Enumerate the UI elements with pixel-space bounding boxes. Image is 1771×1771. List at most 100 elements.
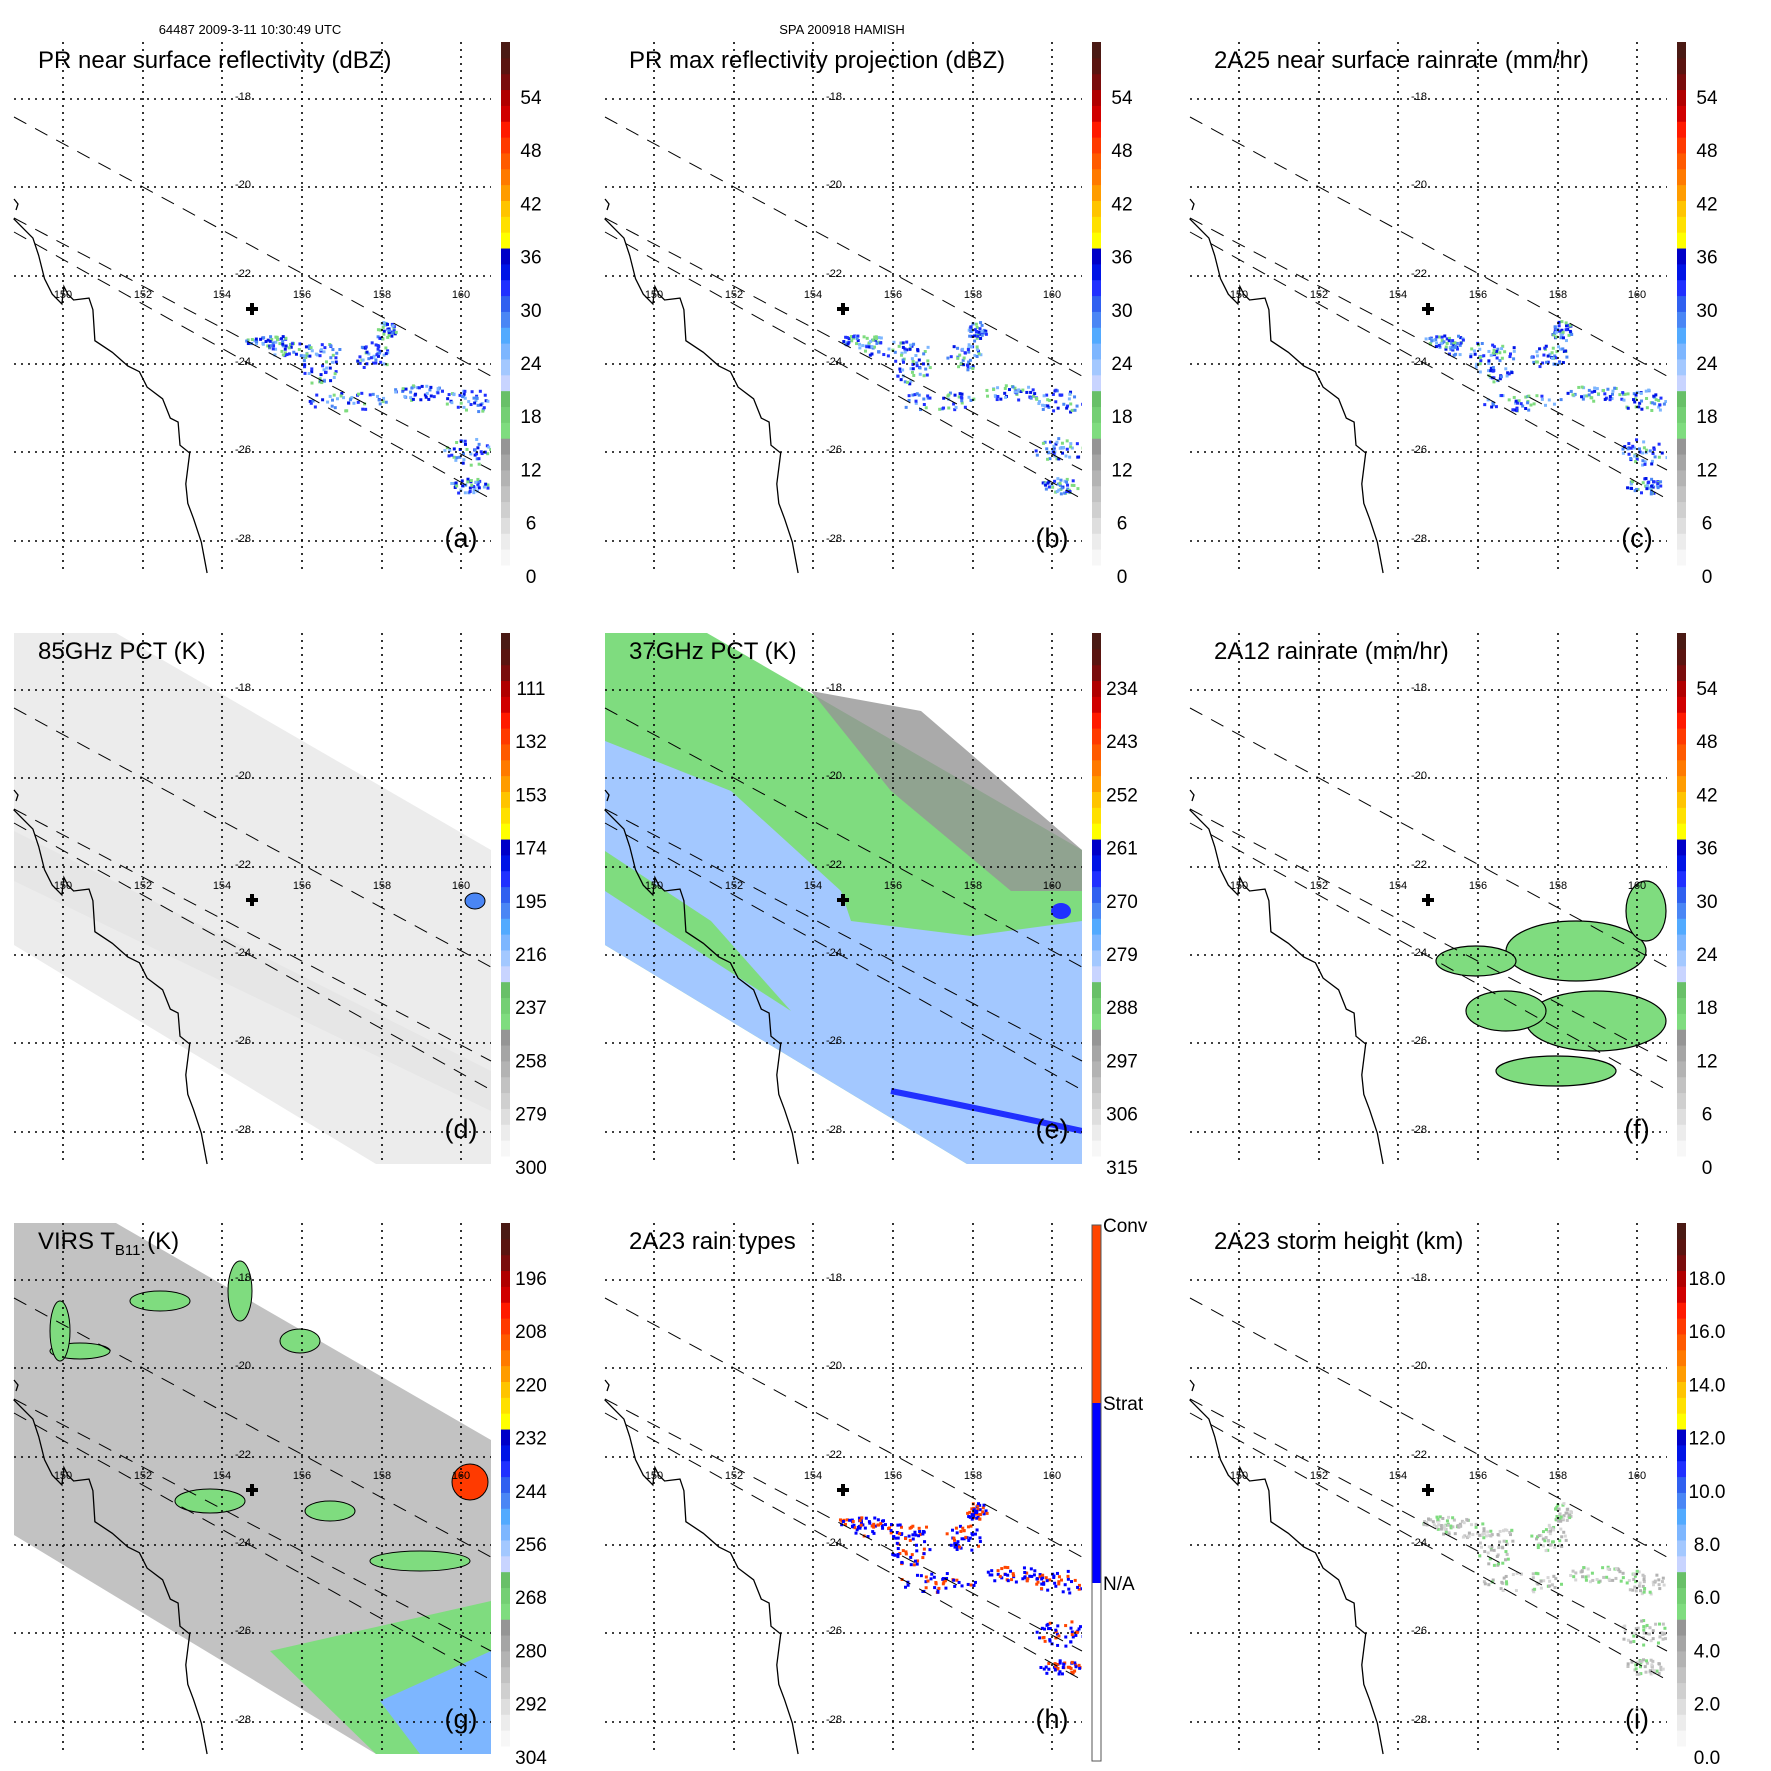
latitude-label: -24 <box>1411 1537 1427 1549</box>
coastline-island <box>1189 198 1195 211</box>
colorbar-tick-label: 270 <box>1106 892 1138 913</box>
latitude-label: -24 <box>826 356 842 368</box>
pr-swath-edge <box>13 1297 492 1558</box>
panel-title: 85GHz PCT (K) <box>38 638 206 665</box>
panel-title: PR max reflectivity projection (dBZ) <box>629 47 1005 74</box>
colorbar-tick-label: 30 <box>520 301 541 322</box>
panel-grid: 150 152 154 156 158 160 -18 -20 -22 -24 -26 -28 PR n… <box>13 42 1726 1769</box>
data-field <box>1435 880 1667 1087</box>
colorbar-tick-label: 36 <box>520 248 541 269</box>
latitude-label: -20 <box>1411 770 1427 782</box>
colorbar-tick-label: 48 <box>1696 732 1717 753</box>
colorbar-tick-label: 12 <box>1696 460 1717 481</box>
latitude-label: -26 <box>826 444 842 456</box>
colorbar-tick-label: 111 <box>517 679 546 700</box>
longitude-label: 156 <box>1469 1470 1487 1482</box>
colorbar-tick-label: 237 <box>515 998 547 1019</box>
map-panel-a: 150 152 154 156 158 160 -18 -20 -22 -24 -26 -28 PR n… <box>13 42 542 588</box>
colorbar-tick-label: 48 <box>1111 141 1132 162</box>
latitude-label: -28 <box>235 533 251 545</box>
storm-center-cross-icon <box>837 1484 849 1496</box>
colorbar-tick-label: 244 <box>515 1482 547 1503</box>
colorbar-tick-label: 12 <box>520 460 541 481</box>
latitude-label: -28 <box>826 1714 842 1726</box>
pr-swath-edge <box>13 231 492 500</box>
colorbar-tick-label: 36 <box>1696 248 1717 269</box>
longitude-label: 154 <box>1389 880 1407 892</box>
colorbar-tick-label: 6 <box>1117 514 1128 535</box>
colorbar-tick-label: 18.0 <box>1689 1269 1726 1290</box>
pr-swath-edge <box>604 707 1083 968</box>
coastline-island <box>1189 789 1195 802</box>
storm-center-cross-icon <box>1422 894 1434 906</box>
colorbar: 196 208 220 232 244 256 268 280 292 304 <box>501 1223 547 1769</box>
coastline-island <box>13 789 19 802</box>
colorbar-label: Conv <box>1103 1216 1148 1237</box>
latitude-label: -28 <box>235 1124 251 1136</box>
colorbar-tick-label: 30 <box>1696 892 1717 913</box>
longitude-label: 156 <box>1469 880 1487 892</box>
panel-title: 2A23 rain types <box>629 1228 796 1255</box>
latitude-label: -20 <box>826 770 842 782</box>
colorbar-tick-label: 24 <box>1111 354 1133 375</box>
longitude-label: 152 <box>1310 289 1328 301</box>
longitude-label: 160 <box>1043 289 1061 301</box>
latitude-label: -24 <box>1411 947 1427 959</box>
panel-letter: (h) <box>1036 1704 1069 1734</box>
longitude-label: 158 <box>964 289 982 301</box>
storm-center-cross-icon <box>246 1484 258 1496</box>
longitude-label: 156 <box>1469 289 1487 301</box>
longitude-label: 158 <box>373 880 391 892</box>
coastline-island <box>13 1379 19 1392</box>
latitude-label: -26 <box>1411 444 1427 456</box>
panel-letter: (g) <box>445 1704 478 1734</box>
longitude-label: 154 <box>213 880 231 892</box>
data-field <box>1422 1502 1667 1676</box>
colorbar-tick-label: 0.0 <box>1694 1748 1720 1769</box>
longitude-label: 160 <box>452 289 470 301</box>
map-panel-d: 150 152 154 156 158 160 -18 -20 -22 -24 -26 -28 85GH… <box>13 633 547 1179</box>
longitude-label: 160 <box>452 1470 470 1482</box>
panel-letter: (f) <box>1624 1114 1649 1144</box>
longitude-label: 156 <box>293 1470 311 1482</box>
latitude-label: -24 <box>235 356 251 368</box>
panel-title: VIRS TB11 (K) <box>38 1228 179 1259</box>
coastline-island <box>1189 1379 1195 1392</box>
coastline <box>13 218 208 574</box>
coastline <box>1189 218 1384 574</box>
colorbar-tick-label: 2.0 <box>1694 1695 1720 1716</box>
latitude-label: -22 <box>235 859 251 871</box>
colorbar-tick-label: 6 <box>526 514 537 535</box>
pr-swath-edge <box>1189 217 1668 471</box>
storm-center-cross-icon <box>1422 1484 1434 1496</box>
colorbar-tick-label: 288 <box>1106 998 1138 1019</box>
pr-swath-edge <box>604 808 1083 1062</box>
colorbar-tick-label: 24 <box>1696 945 1718 966</box>
colorbar-tick-label: 196 <box>515 1269 547 1290</box>
pr-swath-edge <box>604 217 1083 471</box>
longitude-label: 158 <box>1549 880 1567 892</box>
longitude-label: 150 <box>54 289 72 301</box>
colorbar: 54 48 42 36 30 24 18 12 6 0 <box>1677 42 1718 588</box>
longitude-label: 158 <box>373 289 391 301</box>
panel-letter: (i) <box>1625 1704 1649 1734</box>
colorbar-tick-label: 6 <box>1702 514 1713 535</box>
colorbar-tick-label: 18 <box>1111 407 1132 428</box>
latitude-label: -28 <box>1411 1124 1427 1136</box>
colorbar-tick-label: 0 <box>1117 567 1128 588</box>
panel-title: 37GHz PCT (K) <box>629 638 797 665</box>
longitude-label: 158 <box>373 1470 391 1482</box>
colorbar-tick-label: 18 <box>520 407 541 428</box>
longitude-label: 150 <box>645 880 663 892</box>
latitude-label: -26 <box>235 444 251 456</box>
longitude-label: 152 <box>134 289 152 301</box>
coastline <box>1189 1399 1384 1755</box>
pr-swath-edge <box>1189 1398 1668 1652</box>
colorbar-tick-label: 42 <box>1696 785 1717 806</box>
latitude-label: -18 <box>235 1272 251 1284</box>
latitude-label: -22 <box>826 859 842 871</box>
longitude-label: 156 <box>884 289 902 301</box>
latitude-label: -28 <box>1411 1714 1427 1726</box>
colorbar-tick-label: 243 <box>1106 732 1138 753</box>
colorbar-tick-label: 16.0 <box>1689 1322 1726 1343</box>
